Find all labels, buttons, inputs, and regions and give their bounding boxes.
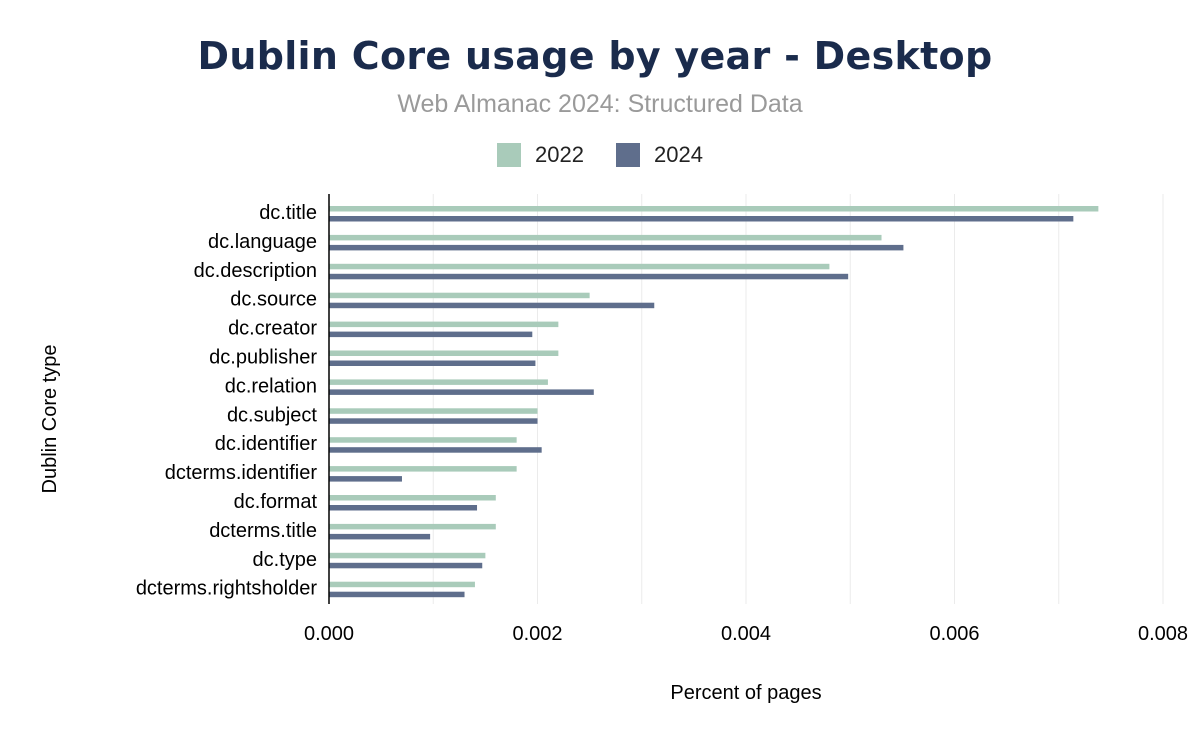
bar-2022-dcterms.identifier[interactable] — [329, 466, 517, 472]
bar-2022-dc.description[interactable] — [329, 263, 830, 270]
bar-2024-dc.title[interactable] — [329, 216, 1074, 222]
y-tick-label: dc.subject — [227, 404, 317, 426]
legend-label-2024: 2024 — [654, 142, 703, 167]
legend-swatch-2024 — [616, 143, 640, 167]
bar-2024-dcterms.title[interactable] — [329, 533, 431, 540]
y-tick-label: dc.title — [259, 202, 317, 224]
y-tick-label: dcterms.title — [209, 520, 317, 542]
bar-2024-dcterms.rightsholder[interactable] — [329, 591, 465, 598]
bar-2024-dc.type[interactable] — [329, 562, 483, 569]
bar-2022-dcterms.title[interactable] — [329, 523, 496, 530]
y-tick-label: dc.identifier — [215, 433, 318, 455]
y-tick-label: dcterms.rightsholder — [136, 578, 318, 600]
legend-item-2022[interactable]: 2022 — [497, 142, 584, 168]
x-tick-label: 0.004 — [721, 623, 771, 645]
y-tick-label: dc.creator — [228, 318, 317, 340]
bar-2024-dc.description[interactable] — [329, 273, 849, 280]
bar-2024-dc.subject[interactable] — [329, 418, 538, 424]
bar-2022-dc.title[interactable] — [329, 206, 1099, 212]
legend: 2022 2024 — [0, 142, 1200, 168]
legend-item-2024[interactable]: 2024 — [616, 142, 703, 168]
bar-2024-dc.identifier[interactable] — [329, 447, 542, 453]
bar-2022-dc.type[interactable] — [329, 552, 486, 559]
y-tick-label: dcterms.identifier — [165, 462, 318, 484]
y-tick-label: dc.publisher — [209, 347, 317, 369]
bar-2022-dc.identifier[interactable] — [329, 437, 517, 443]
y-tick-label: dc.format — [234, 491, 318, 513]
bar-2022-dc.language[interactable] — [329, 234, 882, 241]
x-tick-label: 0.008 — [1138, 623, 1188, 645]
bar-2024-dc.creator[interactable] — [329, 331, 533, 338]
bar-2024-dc.language[interactable] — [329, 244, 904, 251]
bar-2022-dc.source[interactable] — [329, 292, 590, 299]
x-tick-label: 0.002 — [512, 623, 562, 645]
bar-2022-dc.format[interactable] — [329, 495, 496, 501]
y-tick-label: dc.type — [253, 549, 317, 571]
chart-title: Dublin Core usage by year - Desktop — [197, 34, 993, 78]
y-tick-label: dc.relation — [225, 375, 317, 397]
legend-swatch-2022 — [497, 143, 522, 167]
bar-2022-dc.publisher[interactable] — [329, 350, 559, 357]
bar-2022-dc.creator[interactable] — [329, 321, 559, 328]
bar-2024-dcterms.identifier[interactable] — [329, 476, 402, 482]
bar-2022-dcterms.rightsholder[interactable] — [329, 581, 475, 588]
bar-2024-dc.relation[interactable] — [329, 389, 594, 395]
legend-label-2022: 2022 — [535, 142, 584, 167]
x-tick-label: 0.006 — [929, 623, 979, 645]
x-axis-title: Percent of pages — [670, 682, 821, 704]
bar-2024-dc.format[interactable] — [329, 505, 478, 511]
bar-2022-dc.subject[interactable] — [329, 408, 538, 414]
bar-2024-dc.source[interactable] — [329, 302, 655, 309]
y-axis-title: Dublin Core type — [39, 345, 61, 494]
y-tick-label: dc.source — [230, 289, 317, 311]
chart-subtitle: Web Almanac 2024: Structured Data — [397, 90, 803, 118]
bar-2024-dc.publisher[interactable] — [329, 360, 536, 367]
y-tick-label: dc.language — [208, 231, 317, 253]
x-tick-label: 0.000 — [304, 623, 354, 645]
bar-2022-dc.relation[interactable] — [329, 379, 548, 385]
y-tick-label: dc.description — [194, 260, 317, 282]
